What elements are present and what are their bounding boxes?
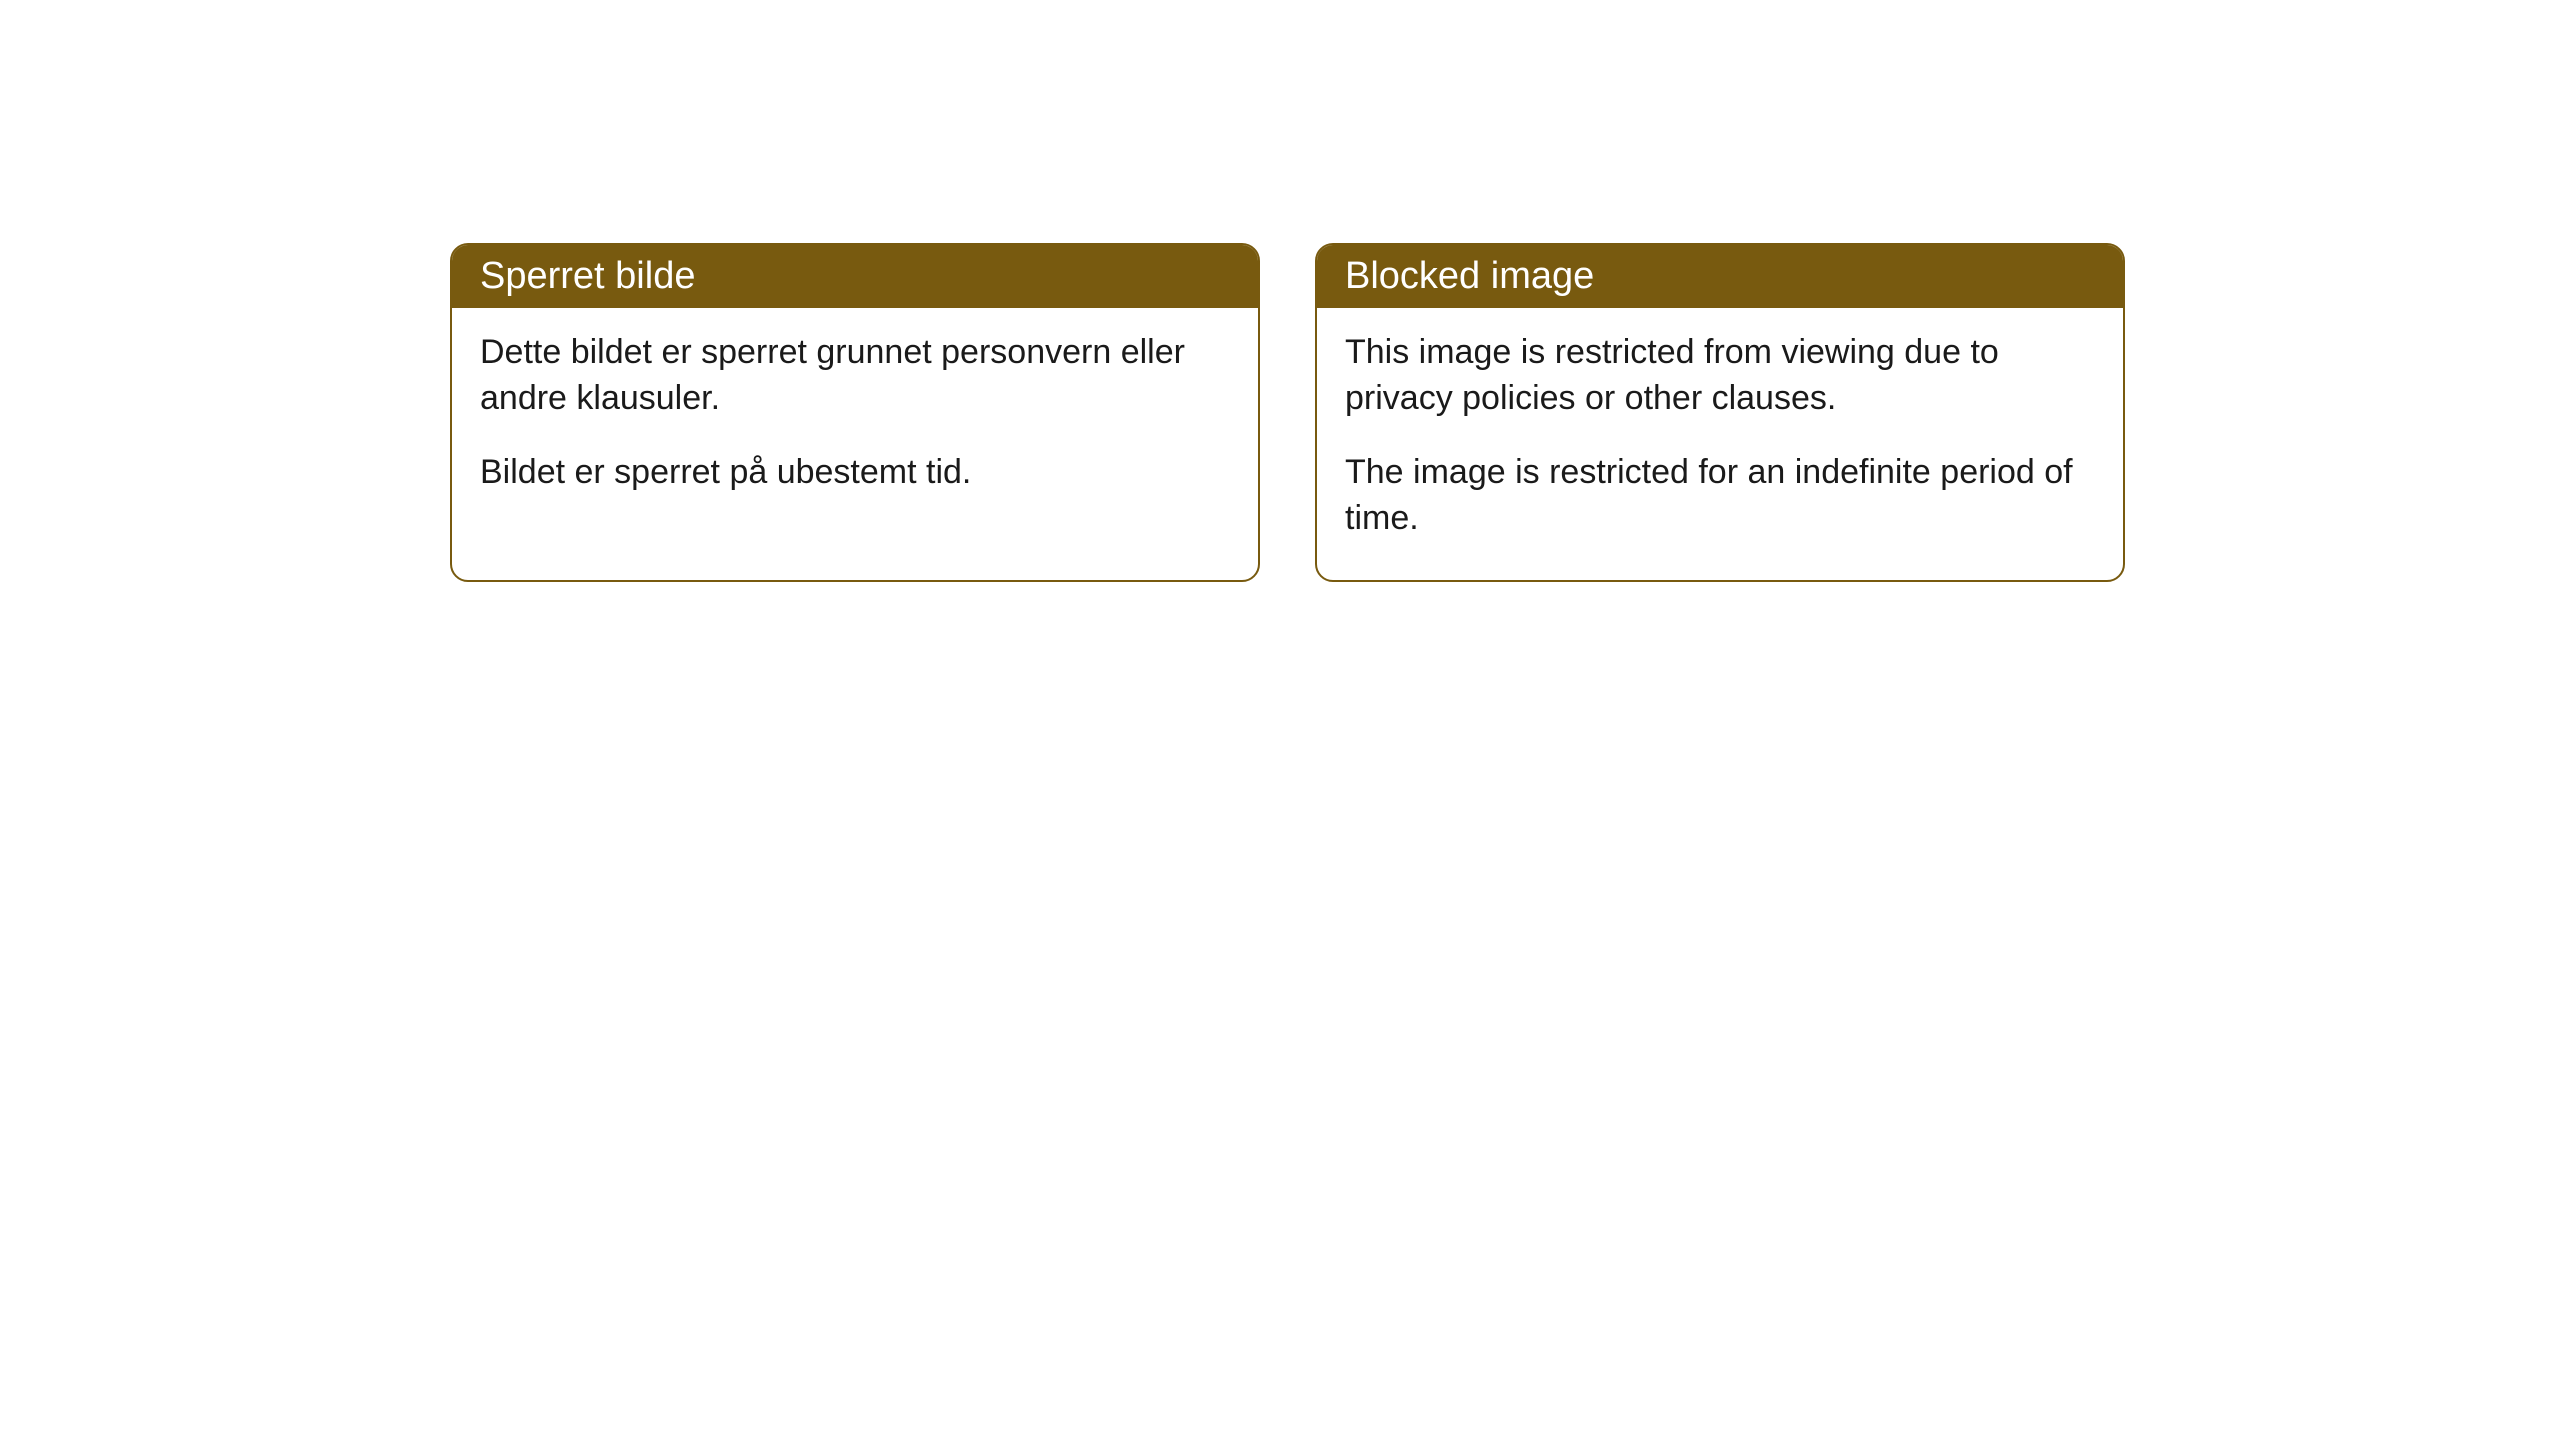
card-body: Dette bildet er sperret grunnet personve… xyxy=(452,308,1258,534)
card-paragraph: The image is restricted for an indefinit… xyxy=(1345,450,2095,542)
card-paragraph: This image is restricted from viewing du… xyxy=(1345,330,2095,422)
blocked-image-card-norwegian: Sperret bilde Dette bildet er sperret gr… xyxy=(450,243,1260,582)
cards-container: Sperret bilde Dette bildet er sperret gr… xyxy=(450,243,2125,582)
card-body: This image is restricted from viewing du… xyxy=(1317,308,2123,580)
card-paragraph: Bildet er sperret på ubestemt tid. xyxy=(480,450,1230,496)
card-paragraph: Dette bildet er sperret grunnet personve… xyxy=(480,330,1230,422)
card-title: Sperret bilde xyxy=(452,245,1258,308)
card-title: Blocked image xyxy=(1317,245,2123,308)
blocked-image-card-english: Blocked image This image is restricted f… xyxy=(1315,243,2125,582)
